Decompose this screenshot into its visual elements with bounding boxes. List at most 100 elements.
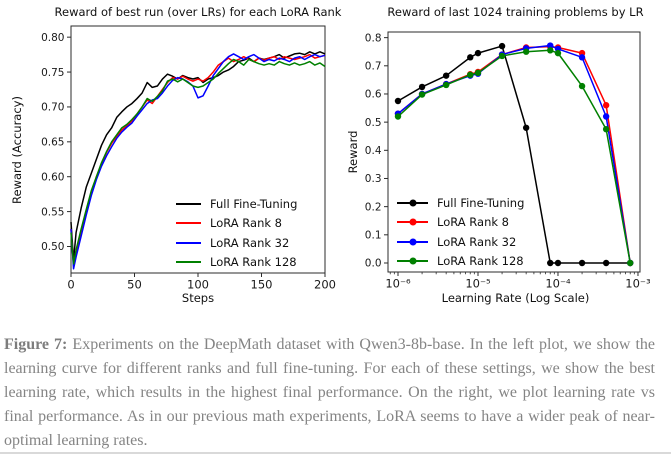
- bottom-rule-divider: [0, 452, 671, 454]
- data-point: [547, 259, 554, 267]
- legend-item: LoRA Rank 8: [397, 213, 524, 233]
- data-series-full-fine-tuning: [70, 51, 326, 262]
- data-series-lora-rank-32: [70, 53, 326, 270]
- data-point: [547, 47, 554, 54]
- y-tick-label: 0.1: [365, 230, 382, 242]
- left-chart-title: Reward of best run (over LRs) for each L…: [54, 5, 342, 19]
- plot-frame: [387, 31, 641, 273]
- data-point: [602, 125, 610, 133]
- y-tick-label: 0.2: [365, 201, 382, 213]
- y-tick-label: 0.65: [41, 137, 64, 149]
- data-point: [442, 81, 450, 89]
- left-chart-legend: Full Fine-Tuning LoRA Rank 8 LoRA Rank 32 L…: [176, 194, 297, 272]
- x-tick-label: 10⁻⁴: [545, 277, 571, 291]
- y-tick-label: 0.6: [365, 89, 382, 101]
- data-line: [397, 45, 631, 264]
- x-tick-label: 100: [187, 278, 209, 292]
- y-tick-label: 0.55: [41, 206, 64, 218]
- legend-label: LoRA Rank 128: [210, 255, 297, 270]
- left-chart-plot: 0 50 100 150 200 0.50 0.55 0.60 0.65 0.70 0.75 0.80: [41, 25, 336, 292]
- legend-line-swatch: [176, 233, 201, 252]
- right-chart-title: Reward of last 1024 training problems by…: [387, 5, 644, 19]
- legend-line-swatch: [176, 194, 201, 213]
- left-chart-xlabel: Steps: [181, 291, 215, 305]
- data-point: [627, 259, 634, 267]
- legend-line-swatch: [397, 252, 428, 271]
- data-series-lora-rank-128: [70, 58, 326, 265]
- legend-label: LoRA Rank 32: [437, 234, 517, 249]
- figure-caption-text: Experiments on the DeepMath dataset with…: [4, 336, 655, 449]
- legend-line-swatch: [176, 253, 201, 272]
- y-tick-label: 0.80: [41, 32, 64, 44]
- data-point: [602, 102, 610, 109]
- data-point: [474, 49, 482, 57]
- data-point: [442, 72, 450, 79]
- figure-caption-label: Figure 7:: [4, 336, 68, 353]
- legend-item: LoRA Rank 8: [176, 214, 297, 234]
- legend-label: LoRA Rank 8: [210, 216, 282, 231]
- x-tick-label: 10⁻⁵: [465, 277, 491, 291]
- data-point: [602, 113, 610, 120]
- data-line: [70, 53, 326, 270]
- data-point: [394, 97, 402, 105]
- data-point: [467, 54, 474, 61]
- x-tick-label: 10⁻⁶: [385, 277, 411, 291]
- data-line: [70, 58, 326, 265]
- legend-item: LoRA Rank 32: [397, 232, 524, 252]
- right-chart-ylabel: Reward: [346, 130, 360, 174]
- legend-line-swatch: [176, 214, 201, 233]
- data-point: [522, 124, 530, 131]
- legend-label: LoRA Rank 32: [210, 235, 290, 250]
- legend-item: LoRA Rank 128: [397, 252, 524, 272]
- legend-item: Full Fine-Tuning: [176, 194, 297, 214]
- data-point: [554, 49, 562, 57]
- y-tick-label: 0.0: [365, 258, 382, 270]
- y-tick-label: 0.60: [41, 171, 64, 183]
- legend-label: Full Fine-Tuning: [210, 196, 298, 211]
- right-chart-xlabel: Learning Rate (Log Scale): [441, 291, 590, 305]
- data-line: [397, 49, 631, 264]
- y-tick-label: 0.8: [365, 32, 382, 44]
- x-tick-label: 0: [67, 278, 74, 292]
- legend-item: LoRA Rank 128: [176, 253, 297, 273]
- left-chart-ylabel: Reward (Accuracy): [10, 96, 24, 204]
- figure-caption: Figure 7: Experiments on the DeepMath da…: [4, 333, 655, 453]
- data-point: [418, 83, 426, 91]
- data-point: [578, 82, 586, 90]
- data-point: [467, 71, 474, 79]
- data-point: [474, 69, 482, 77]
- data-point: [554, 259, 562, 267]
- data-series-lora-rank-128: [394, 47, 634, 267]
- x-tick-label: 10⁻³: [625, 277, 651, 291]
- y-tick-label: 0.75: [41, 67, 64, 79]
- legend-label: LoRA Rank 8: [437, 215, 509, 230]
- y-tick-label: 0.50: [41, 241, 64, 253]
- data-point: [602, 259, 610, 267]
- x-tick-label: 150: [251, 278, 273, 292]
- legend-label: Full Fine-Tuning: [437, 195, 525, 210]
- y-tick-label: 0.5: [365, 117, 382, 129]
- data-point: [498, 52, 506, 60]
- data-line: [70, 51, 326, 262]
- legend-line-swatch: [397, 213, 428, 232]
- data-point: [547, 42, 554, 49]
- legend-line-swatch: [397, 193, 428, 212]
- y-tick-label: 0.4: [365, 145, 382, 157]
- legend-line-swatch: [397, 232, 428, 251]
- data-point: [578, 54, 586, 61]
- x-tick-label: 200: [314, 278, 336, 292]
- data-series-full-fine-tuning: [394, 42, 634, 267]
- legend-item: LoRA Rank 32: [176, 233, 297, 253]
- y-tick-label: 0.7: [365, 61, 382, 73]
- data-point: [498, 42, 506, 50]
- legend-label: LoRA Rank 128: [437, 254, 524, 269]
- data-point: [418, 91, 426, 98]
- tick-labels: 10⁻⁶ 10⁻⁵ 10⁻⁴ 10⁻³ 0.0 0.1 0.2 0.3 0.4 0.5 0.6 0.7…: [365, 32, 651, 290]
- tick-labels: 0 50 100 150 200 0.50 0.55 0.60 0.65 0.70 0.75 0.80: [41, 32, 336, 292]
- right-chart-plot: 10⁻⁶ 10⁻⁵ 10⁻⁴ 10⁻³ 0.0 0.1 0.2 0.3 0.4 0.5 0.6 0.7…: [365, 31, 651, 291]
- data-point: [578, 259, 586, 267]
- data-point: [522, 48, 530, 55]
- x-tick-label: 50: [127, 278, 142, 292]
- legend-item: Full Fine-Tuning: [397, 193, 524, 213]
